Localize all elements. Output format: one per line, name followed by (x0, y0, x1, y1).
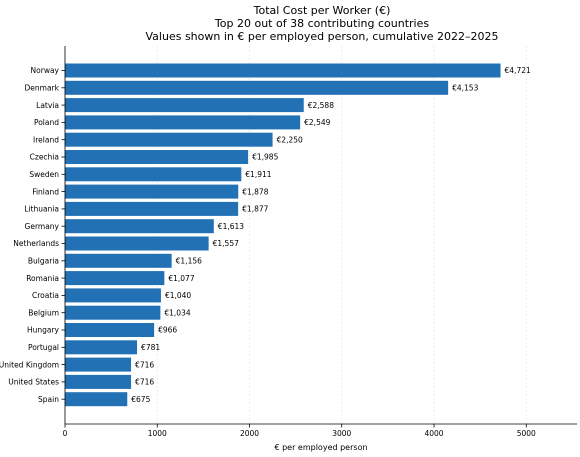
bars (65, 63, 501, 407)
data-label: €2,549 (304, 118, 330, 127)
chart-title: Total Cost per Worker (€) Top 20 out of … (146, 4, 499, 43)
title-line-2: Top 20 out of 38 contributing countries (214, 17, 429, 30)
y-tick-label: United Kingdom (0, 360, 59, 369)
bar (65, 201, 239, 216)
x-tick-label: 0 (63, 429, 68, 438)
bar (65, 98, 304, 113)
data-label: €675 (131, 395, 150, 404)
y-tick-label: Croatia (32, 291, 59, 300)
data-label: €1,985 (252, 153, 278, 162)
y-tick-label: Lithuania (24, 205, 59, 214)
y-tick-label: Poland (34, 118, 59, 127)
data-label: €1,613 (218, 222, 244, 231)
y-tick-label: Czechia (30, 153, 59, 162)
bar (65, 115, 301, 130)
y-tick-label: Romania (26, 274, 59, 283)
bar (65, 150, 249, 164)
y-tick-label: Norway (31, 66, 60, 75)
bar (65, 80, 449, 95)
y-tick-label: Denmark (25, 84, 60, 93)
bar (65, 132, 273, 147)
bar (65, 63, 501, 78)
data-label: €1,040 (165, 291, 191, 300)
bar (65, 392, 128, 407)
data-label: €1,077 (168, 274, 194, 283)
y-tick-label: Germany (25, 222, 60, 231)
y-tick-label: Ireland (33, 135, 59, 144)
data-label: €1,034 (164, 308, 190, 317)
data-label: €2,250 (277, 135, 303, 144)
x-tick-label: 3000 (332, 429, 351, 438)
y-tick-label: Portugal (28, 343, 59, 352)
bar (65, 236, 209, 251)
y-tick-label: Latvia (36, 101, 59, 110)
y-tick-label: Hungary (27, 326, 60, 335)
data-label: €716 (135, 360, 154, 369)
bar (65, 357, 132, 372)
y-tick-label: Belgium (28, 308, 59, 317)
bar (65, 271, 165, 286)
x-axis-label: € per employed person (274, 443, 367, 452)
x-tick-label: 4000 (424, 429, 443, 438)
y-tick-label: Finland (32, 187, 59, 196)
x-tick-label: 5000 (517, 429, 536, 438)
data-label: €1,156 (176, 257, 202, 266)
data-label: €1,911 (245, 170, 271, 179)
title-line-1: Total Cost per Worker (€) (253, 4, 391, 17)
y-tick-label: United States (8, 378, 59, 387)
bar (65, 219, 214, 234)
data-label: €4,721 (505, 66, 531, 75)
data-label: €966 (158, 326, 177, 335)
bar (65, 340, 138, 355)
data-label: €1,877 (242, 205, 268, 214)
bar (65, 288, 161, 303)
data-label: €1,878 (242, 187, 268, 196)
title-line-3: Values shown in € per employed person, c… (146, 30, 499, 43)
x-tick-label: 1000 (148, 429, 167, 438)
y-tick-label: Bulgaria (28, 257, 59, 266)
x-ticks: 0 1000 2000 3000 4000 5000 (63, 424, 536, 438)
bar (65, 323, 155, 337)
data-label: €716 (135, 378, 154, 387)
data-labels: €4,721 €4,153 €2,588 €2,549€2,250 €1,985 €1,9… (131, 66, 531, 404)
data-label: €4,153 (452, 84, 478, 93)
data-label: €1,557 (213, 239, 239, 248)
y-tick-label: Spain (38, 395, 59, 404)
data-label: €781 (141, 343, 160, 352)
bar (65, 374, 132, 389)
y-tick-labels: Norway Denmark Latvia Poland Ireland Czechia S… (0, 66, 65, 404)
bar (65, 184, 239, 199)
y-tick-label: Sweden (29, 170, 59, 179)
bar (65, 305, 161, 320)
bar (65, 253, 172, 268)
data-label: €2,588 (308, 101, 334, 110)
x-tick-label: 2000 (240, 429, 259, 438)
y-tick-label: Netherlands (13, 239, 59, 248)
bar (65, 167, 242, 182)
